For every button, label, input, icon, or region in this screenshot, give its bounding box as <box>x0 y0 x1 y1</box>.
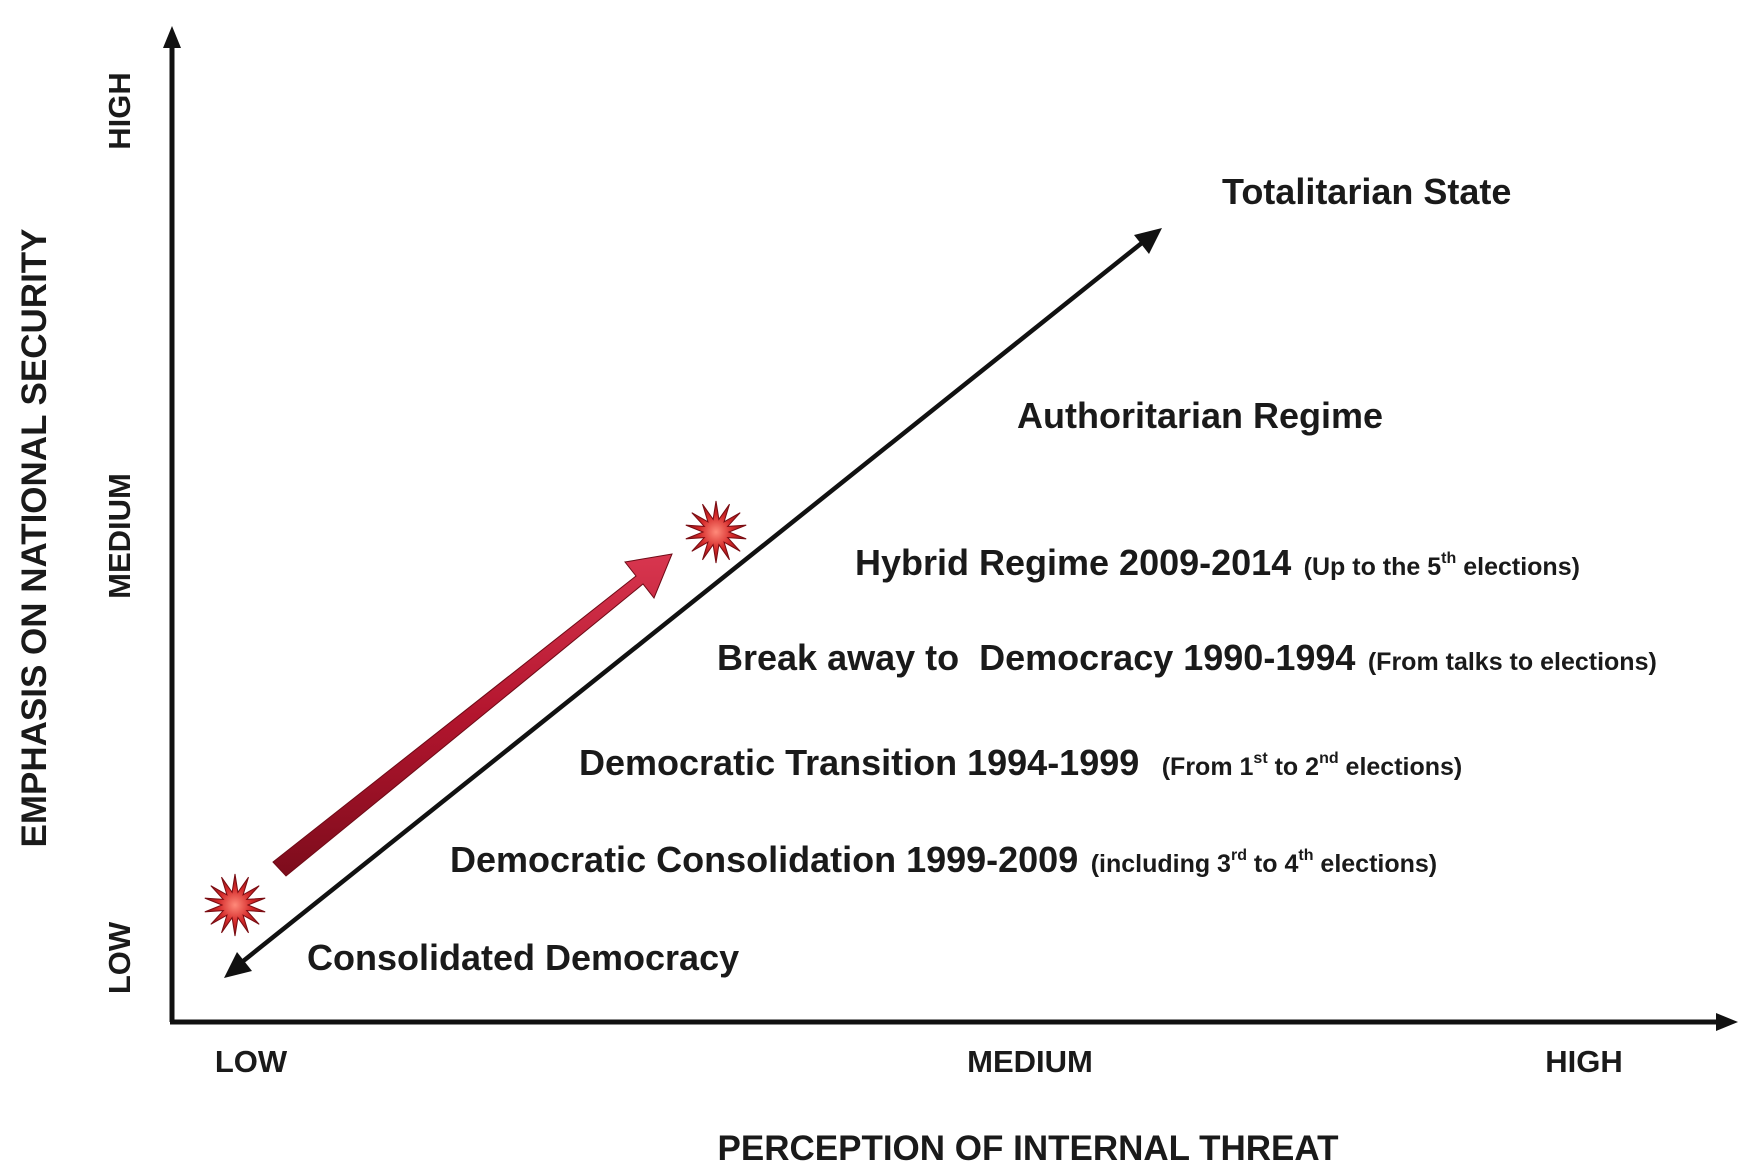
stage-transition-sup-a: st <box>1253 750 1268 767</box>
stage-consolidation-label: Democratic Consolidation 1999-2009 <box>450 839 1078 880</box>
continuum-line <box>230 236 1150 972</box>
stage-transition-note: (From 1 <box>1162 753 1254 781</box>
x-tick-medium: MEDIUM <box>967 1044 1093 1079</box>
continuum-arrowhead-bottom <box>224 952 252 978</box>
x-axis-arrowhead <box>1716 1013 1738 1031</box>
y-axis-title: EMPHASIS ON NATIONAL SECURITY <box>15 228 54 847</box>
stage-breakaway-note: (From talks to elections) <box>1368 648 1657 676</box>
stage-breakaway: Break away to Democracy 1990-1994 (From … <box>717 637 1657 678</box>
stage-hybrid: Hybrid Regime 2009-2014 (Up to the 5th e… <box>855 542 1580 583</box>
x-tick-high: HIGH <box>1545 1044 1623 1079</box>
starburst-shape <box>204 873 266 937</box>
x-axis-title: PERCEPTION OF INTERNAL THREAT <box>718 1129 1339 1168</box>
stage-transition-sup-b: nd <box>1319 750 1339 767</box>
stage-totalitarian: Totalitarian State <box>1222 171 1511 212</box>
starburst-shape <box>685 500 747 564</box>
y-tick-low: LOW <box>102 921 137 994</box>
stage-transition-label: Democratic Transition 1994-1999 <box>579 742 1139 783</box>
stage-consolidation: Democratic Consolidation 1999-2009 (incl… <box>450 839 1437 880</box>
stage-transition: Democratic Transition 1994-1999 (From 1s… <box>579 742 1462 783</box>
red-trend-arrow <box>272 553 673 877</box>
stage-authoritarian: Authoritarian Regime <box>1017 395 1383 436</box>
stage-transition-note-b: to 2 <box>1268 753 1319 781</box>
starburst-icon <box>685 500 747 564</box>
stage-hybrid-note-end: elections) <box>1456 553 1580 581</box>
stage-consolidation-sup-a: rd <box>1231 847 1247 864</box>
stage-consolidation-note-b: to 4 <box>1247 850 1298 878</box>
x-tick-low: LOW <box>215 1044 288 1079</box>
stage-consolidation-note-c: elections) <box>1313 850 1437 878</box>
stage-hybrid-label: Hybrid Regime 2009-2014 <box>855 542 1291 583</box>
stage-transition-note-c: elections) <box>1339 753 1463 781</box>
stage-consolidated: Consolidated Democracy <box>307 937 739 978</box>
stage-hybrid-note: (Up to the 5 <box>1304 553 1442 581</box>
stage-hybrid-sup: th <box>1441 550 1456 567</box>
y-tick-medium: MEDIUM <box>102 473 137 599</box>
continuum-arrowhead-top <box>1134 228 1162 254</box>
red-arrow-body <box>272 553 673 877</box>
y-axis-arrowhead <box>163 26 181 48</box>
starburst-icon <box>204 873 266 937</box>
axes <box>163 26 1738 1031</box>
regime-continuum-arrow <box>224 228 1162 978</box>
stage-breakaway-label: Break away to Democracy 1990-1994 <box>717 637 1355 678</box>
stage-consolidation-sup-b: th <box>1298 847 1313 864</box>
stage-consolidation-note: (including 3 <box>1091 850 1231 878</box>
y-tick-high: HIGH <box>102 72 137 150</box>
